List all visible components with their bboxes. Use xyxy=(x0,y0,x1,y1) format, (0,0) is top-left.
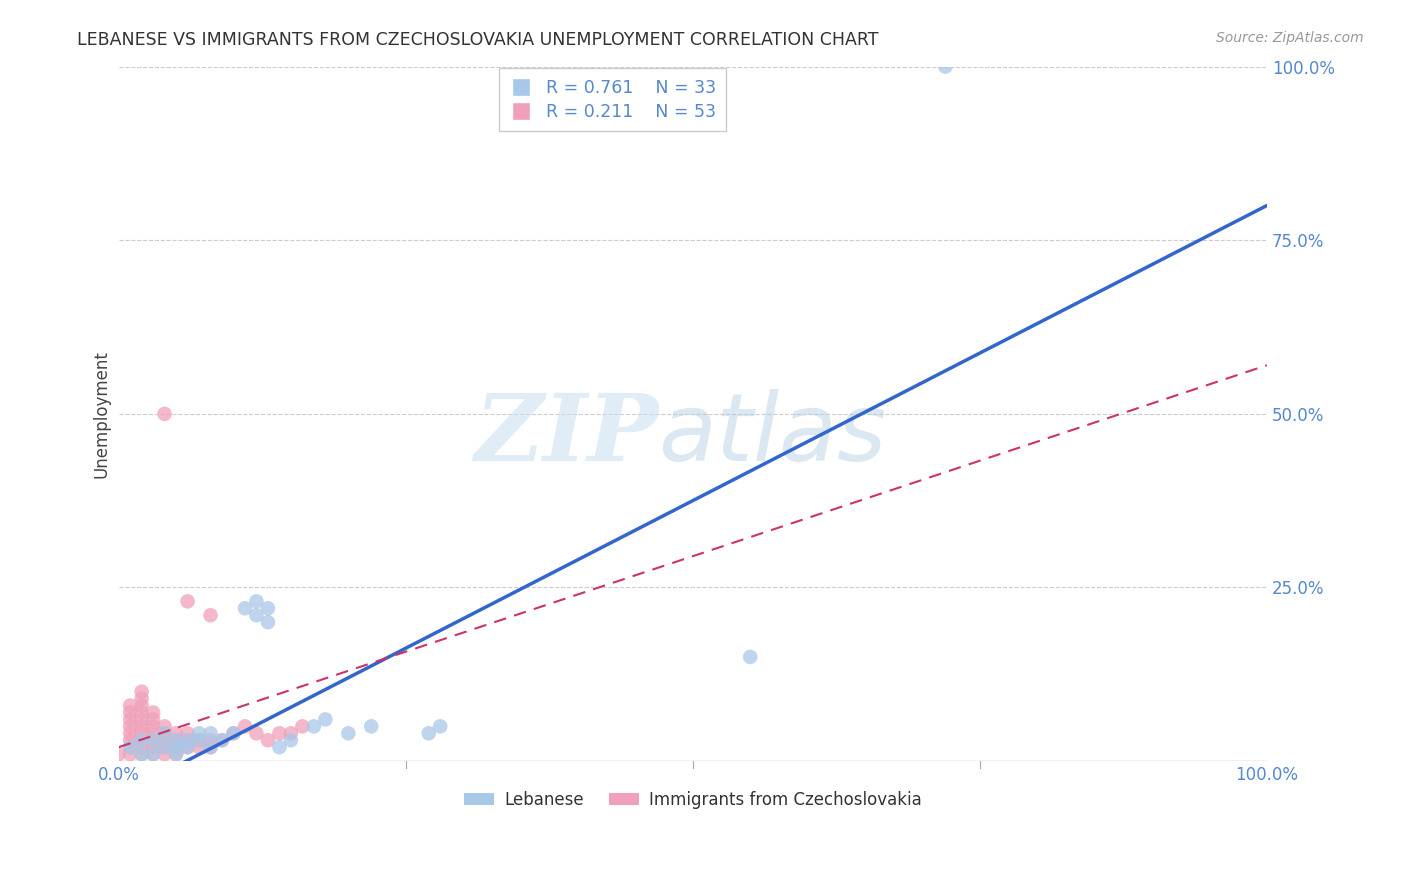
Point xyxy=(142,747,165,761)
Point xyxy=(740,649,762,664)
Text: atlas: atlas xyxy=(658,389,887,480)
Point xyxy=(165,726,187,740)
Point xyxy=(142,733,165,747)
Point xyxy=(280,733,302,747)
Point xyxy=(153,740,176,755)
Point xyxy=(120,713,142,727)
Point xyxy=(142,719,165,733)
Point xyxy=(314,713,336,727)
Point xyxy=(153,747,176,761)
Point xyxy=(280,726,302,740)
Point xyxy=(165,740,187,755)
Point xyxy=(257,615,280,630)
Y-axis label: Unemployment: Unemployment xyxy=(93,350,110,478)
Legend: Lebanese, Immigrants from Czechoslovakia: Lebanese, Immigrants from Czechoslovakia xyxy=(457,784,928,815)
Point xyxy=(153,740,176,755)
Point xyxy=(233,601,256,615)
Point xyxy=(269,726,291,740)
Point xyxy=(176,733,198,747)
Point xyxy=(245,608,267,623)
Point xyxy=(245,726,267,740)
Point xyxy=(120,698,142,713)
Point xyxy=(131,684,153,698)
Point xyxy=(418,726,440,740)
Point xyxy=(165,733,187,747)
Point xyxy=(200,726,222,740)
Point xyxy=(142,726,165,740)
Point xyxy=(142,733,165,747)
Point xyxy=(120,706,142,720)
Point xyxy=(153,726,176,740)
Point xyxy=(302,719,325,733)
Point xyxy=(934,60,956,74)
Point xyxy=(131,747,153,761)
Point xyxy=(131,713,153,727)
Point xyxy=(107,747,129,761)
Point xyxy=(269,740,291,755)
Point xyxy=(165,747,187,761)
Text: ZIP: ZIP xyxy=(474,390,658,480)
Point xyxy=(188,726,211,740)
Point xyxy=(257,601,280,615)
Point xyxy=(120,740,142,755)
Point xyxy=(337,726,360,740)
Point xyxy=(245,594,267,608)
Point xyxy=(222,726,245,740)
Point xyxy=(120,747,142,761)
Point xyxy=(131,691,153,706)
Point xyxy=(120,740,142,755)
Point xyxy=(131,726,153,740)
Point xyxy=(131,740,153,755)
Point xyxy=(120,726,142,740)
Point xyxy=(131,733,153,747)
Point xyxy=(188,733,211,747)
Point xyxy=(153,733,176,747)
Point xyxy=(153,719,176,733)
Point xyxy=(233,719,256,733)
Point xyxy=(211,733,233,747)
Point xyxy=(176,740,198,755)
Point xyxy=(153,407,176,421)
Point xyxy=(429,719,451,733)
Point xyxy=(200,740,222,755)
Point xyxy=(176,594,198,608)
Point xyxy=(176,740,198,755)
Point xyxy=(165,733,187,747)
Point xyxy=(360,719,382,733)
Point xyxy=(142,747,165,761)
Point xyxy=(211,733,233,747)
Point xyxy=(142,740,165,755)
Point xyxy=(142,713,165,727)
Point xyxy=(257,733,280,747)
Point xyxy=(131,698,153,713)
Point xyxy=(176,733,198,747)
Point xyxy=(165,747,187,761)
Point xyxy=(291,719,314,733)
Point xyxy=(165,740,187,755)
Point xyxy=(131,719,153,733)
Point xyxy=(142,706,165,720)
Point xyxy=(131,706,153,720)
Point xyxy=(200,740,222,755)
Point xyxy=(120,719,142,733)
Point xyxy=(188,733,211,747)
Point xyxy=(222,726,245,740)
Point xyxy=(188,740,211,755)
Text: Source: ZipAtlas.com: Source: ZipAtlas.com xyxy=(1216,31,1364,45)
Point xyxy=(153,726,176,740)
Point xyxy=(131,747,153,761)
Point xyxy=(200,733,222,747)
Point xyxy=(131,733,153,747)
Point xyxy=(176,726,198,740)
Text: LEBANESE VS IMMIGRANTS FROM CZECHOSLOVAKIA UNEMPLOYMENT CORRELATION CHART: LEBANESE VS IMMIGRANTS FROM CZECHOSLOVAK… xyxy=(77,31,879,49)
Point xyxy=(200,608,222,623)
Point xyxy=(120,733,142,747)
